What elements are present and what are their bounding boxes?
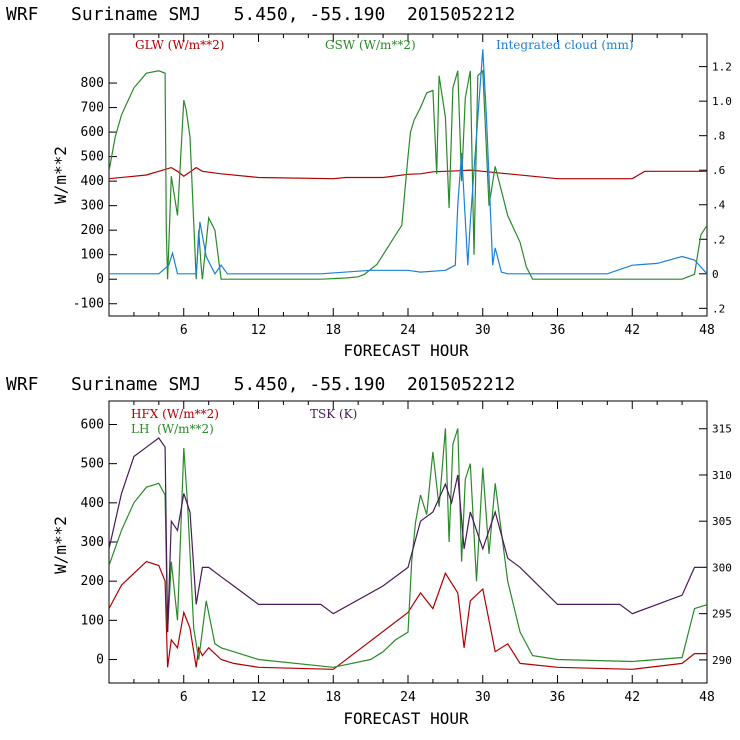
bottom-ytick-label: 500	[81, 457, 104, 472]
bottom-ytick-label: 0	[96, 653, 104, 668]
top-yaxis-label: W/m**2	[51, 146, 70, 204]
top-ytick-label: 600	[81, 125, 104, 140]
legend-gsw: GSW (W/m**2)	[325, 38, 416, 52]
top-y2tick-label: .2	[712, 233, 725, 246]
bottom-y2tick-label: 315	[712, 423, 732, 436]
top-xtick-label: 12	[251, 323, 267, 338]
legend-cloud: Integrated cloud (mm)	[496, 38, 634, 52]
bottom-xtick-label: 48	[699, 690, 715, 705]
bottom-xtick-label: 18	[325, 690, 341, 705]
bottom-y2tick-label: 295	[712, 608, 732, 621]
bottom-ytick-label: 200	[81, 574, 104, 589]
top-plot-area: 6 12 18 24 30 36 42 48 -100 0 100 200 300 400 500 600 70…	[73, 34, 732, 338]
top-plot-frame	[108, 33, 708, 317]
bottom-plot-area: 6 12 18 24 30 36 42 48 0 100 200 300 400 500 600 290 295…	[81, 401, 732, 705]
bottom-y2tick-label: 290	[712, 654, 732, 667]
bottom-xtick-label: 24	[400, 690, 416, 705]
top-ytick-label: 800	[81, 76, 104, 91]
top-xtick-label: 30	[475, 323, 491, 338]
bottom-series-lh-line	[109, 428, 707, 668]
top-series-glw-line	[109, 166, 707, 180]
top-ytick-label: 0	[96, 272, 104, 287]
top-ytick-label: 400	[81, 174, 104, 189]
top-xaxis-label: FORECAST HOUR	[343, 341, 469, 360]
bottom-xtick-label: 36	[550, 690, 566, 705]
top-ytick-label: 500	[81, 150, 104, 165]
bottom-xtick-label: 12	[251, 690, 267, 705]
bottom-ytick-label: 100	[81, 613, 104, 628]
bottom-y2tick-label: 305	[712, 515, 732, 528]
top-y2tick-label: .6	[712, 164, 725, 177]
top-xtick-label: 48	[699, 323, 715, 338]
top-y2tick-label: .2	[712, 302, 725, 315]
top-ytick-label: -100	[73, 297, 104, 312]
bottom-xtick-label: 42	[624, 690, 640, 705]
top-ytick-label: 300	[81, 199, 104, 214]
top-xtick-label: 6	[180, 323, 188, 338]
bottom-plot-frame	[108, 400, 708, 684]
top-y2tick-label: 0	[712, 268, 719, 281]
legend-lh: LH (W/m**2)	[131, 422, 214, 436]
legend-tsk: TSK (K)	[310, 407, 357, 421]
legend-hfx: HFX (W/m**2)	[131, 407, 219, 421]
top-y2tick-label: 1.2	[712, 61, 732, 74]
bottom-xtick-label: 30	[475, 690, 491, 705]
bottom-series-hfx-line	[109, 560, 707, 670]
bottom-xaxis-label: FORECAST HOUR	[343, 709, 469, 728]
top-ytick-label: 200	[81, 223, 104, 238]
bottom-ytick-label: 600	[81, 418, 104, 433]
bottom-chart-title: WRF Suriname SMJ 5.450, -55.190 20150522…	[6, 374, 515, 395]
top-xtick-label: 42	[624, 323, 640, 338]
top-series-integrated-line	[109, 49, 707, 275]
bottom-ytick-label: 300	[81, 535, 104, 550]
top-y2tick-label: 1.0	[712, 95, 732, 108]
top-ytick-label: 100	[81, 248, 104, 263]
top-ytick-label: 700	[81, 101, 104, 116]
bottom-series-tsk-line	[109, 437, 707, 633]
bottom-xtick-label: 6	[180, 690, 188, 705]
top-xtick-label: 36	[550, 323, 566, 338]
top-series-gsw-line	[109, 69, 707, 280]
bottom-y2tick-label: 310	[712, 469, 732, 482]
bottom-yaxis-label: W/m**2	[51, 516, 70, 574]
bottom-ytick-label: 400	[81, 496, 104, 511]
top-chart-title: WRF Suriname SMJ 5.450, -55.190 20150522…	[6, 4, 515, 25]
top-xtick-label: 24	[400, 323, 416, 338]
top-y2tick-label: .8	[712, 130, 725, 143]
bottom-y2tick-label: 300	[712, 561, 732, 574]
legend-glw: GLW (W/m**2)	[135, 38, 224, 52]
top-xtick-label: 18	[325, 323, 341, 338]
top-y2tick-label: .4	[712, 199, 726, 212]
